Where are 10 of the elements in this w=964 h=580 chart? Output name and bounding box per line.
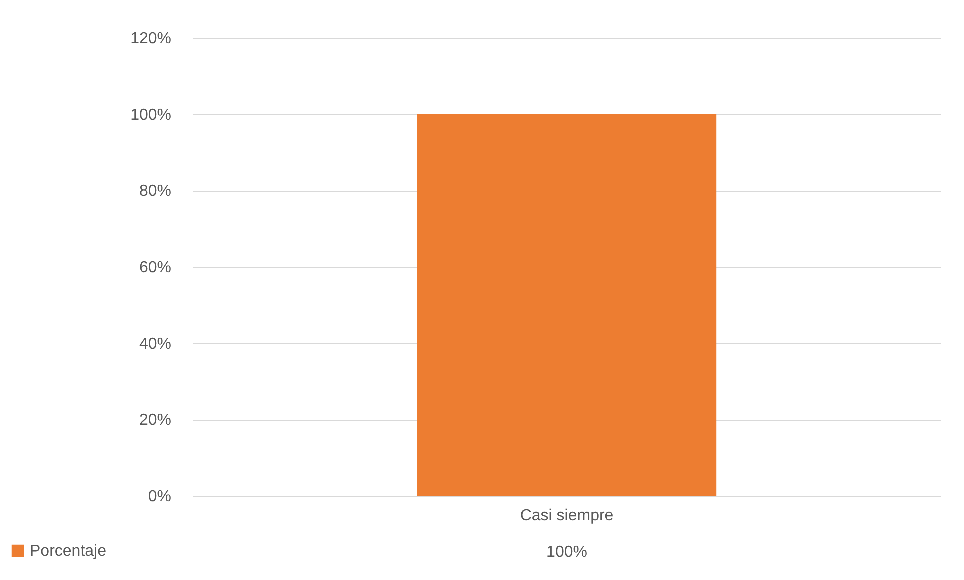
x-tick-label: Casi siempre bbox=[520, 508, 614, 524]
y-tick-label: 40% bbox=[139, 336, 172, 353]
data-label: 100% bbox=[546, 544, 588, 561]
legend-label: Porcentaje bbox=[30, 543, 107, 560]
y-tick-label: 20% bbox=[139, 412, 172, 430]
y-tick-label: 80% bbox=[139, 183, 172, 200]
y-tick-label: 60% bbox=[139, 260, 172, 276]
y-tick-label: 100% bbox=[130, 106, 172, 124]
y-tick-label: 120% bbox=[130, 30, 172, 48]
y-tick-label: 0% bbox=[148, 488, 172, 506]
